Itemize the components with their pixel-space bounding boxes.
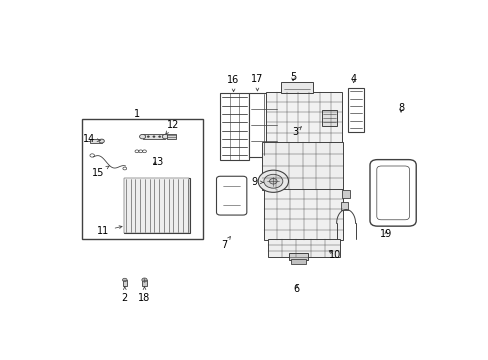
Text: 11: 11 xyxy=(97,226,122,236)
Bar xyxy=(124,178,189,233)
Text: 12: 12 xyxy=(165,120,179,134)
Text: 8: 8 xyxy=(397,103,403,113)
Bar xyxy=(321,110,336,126)
Bar xyxy=(89,139,102,143)
Circle shape xyxy=(269,179,277,184)
Circle shape xyxy=(142,278,147,282)
Bar xyxy=(167,134,175,139)
Bar xyxy=(82,120,203,239)
Text: 13: 13 xyxy=(152,157,164,167)
Circle shape xyxy=(99,139,104,143)
Text: 18: 18 xyxy=(138,287,150,303)
Text: 5: 5 xyxy=(289,72,296,82)
Circle shape xyxy=(258,170,288,192)
Text: 7: 7 xyxy=(221,237,230,250)
Circle shape xyxy=(264,174,282,188)
Text: 15: 15 xyxy=(92,166,109,177)
Circle shape xyxy=(158,136,161,138)
Bar xyxy=(262,141,343,190)
Text: 14: 14 xyxy=(83,134,101,144)
Bar xyxy=(347,87,363,132)
Bar xyxy=(340,202,347,210)
Bar xyxy=(122,280,127,286)
Bar xyxy=(123,177,189,233)
Text: 1: 1 xyxy=(134,109,140,119)
Bar xyxy=(290,259,305,264)
Circle shape xyxy=(162,134,168,139)
Text: 19: 19 xyxy=(379,229,391,239)
Bar xyxy=(142,134,165,139)
Circle shape xyxy=(122,278,127,282)
Circle shape xyxy=(153,136,155,138)
Bar xyxy=(264,189,343,240)
Circle shape xyxy=(147,136,149,138)
Bar xyxy=(288,253,307,260)
Bar xyxy=(280,82,312,93)
Text: 2: 2 xyxy=(122,287,128,303)
Bar xyxy=(220,93,248,159)
Text: 6: 6 xyxy=(293,284,299,293)
Circle shape xyxy=(139,134,145,139)
Bar xyxy=(265,92,341,143)
Text: 9: 9 xyxy=(251,177,263,187)
Text: 3: 3 xyxy=(292,127,301,138)
Text: 10: 10 xyxy=(328,250,340,260)
Text: 16: 16 xyxy=(227,75,239,92)
Bar xyxy=(267,239,339,257)
Text: 17: 17 xyxy=(251,74,263,91)
Bar xyxy=(341,190,349,198)
Bar xyxy=(142,280,147,286)
Bar xyxy=(248,93,279,157)
Text: 4: 4 xyxy=(350,74,356,84)
